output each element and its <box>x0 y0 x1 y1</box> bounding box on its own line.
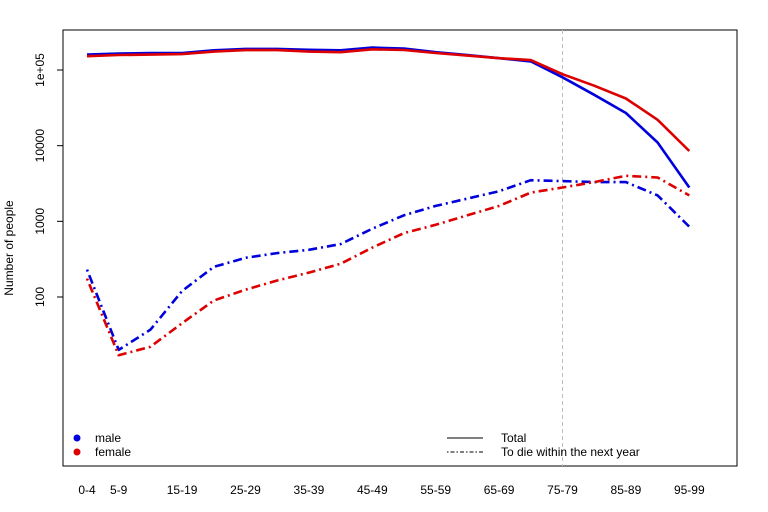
x-tick-label: 75-79 <box>547 483 578 497</box>
legend-label-male: male <box>95 431 121 445</box>
x-tick-label: 15-19 <box>167 483 198 497</box>
series-line-total-male <box>86 46 691 189</box>
x-tick-label: 65-69 <box>484 483 515 497</box>
legend-label-female: female <box>95 445 131 459</box>
x-tick-label: 85-89 <box>611 483 642 497</box>
x-tick-label: 35-39 <box>294 483 325 497</box>
legend-marker-female <box>73 448 81 456</box>
y-tick-label: 100 <box>33 287 47 307</box>
x-tick-label: 25-29 <box>230 483 261 497</box>
plot-frame <box>62 29 738 467</box>
y-tick-label: 1000 <box>33 208 47 235</box>
x-tick-label: 0-4 <box>78 483 96 497</box>
legend-label-to-die: To die within the next year <box>501 445 640 459</box>
y-axis-label: Number of people <box>2 200 16 296</box>
legend-marker-male <box>73 434 81 442</box>
y-tick-label: 10000 <box>33 129 47 163</box>
x-tick-label: 5-9 <box>110 483 128 497</box>
x-tick-label: 55-59 <box>420 483 451 497</box>
y-tick-label: 1e+05 <box>33 53 47 87</box>
series-line-total-female <box>86 47 691 152</box>
series-line-to-die-male <box>85 178 691 352</box>
x-tick-label: 45-49 <box>357 483 388 497</box>
legend-label-total: Total <box>501 431 526 445</box>
series-line-to-die-female <box>85 174 690 357</box>
x-tick-label: 95-99 <box>674 483 705 497</box>
